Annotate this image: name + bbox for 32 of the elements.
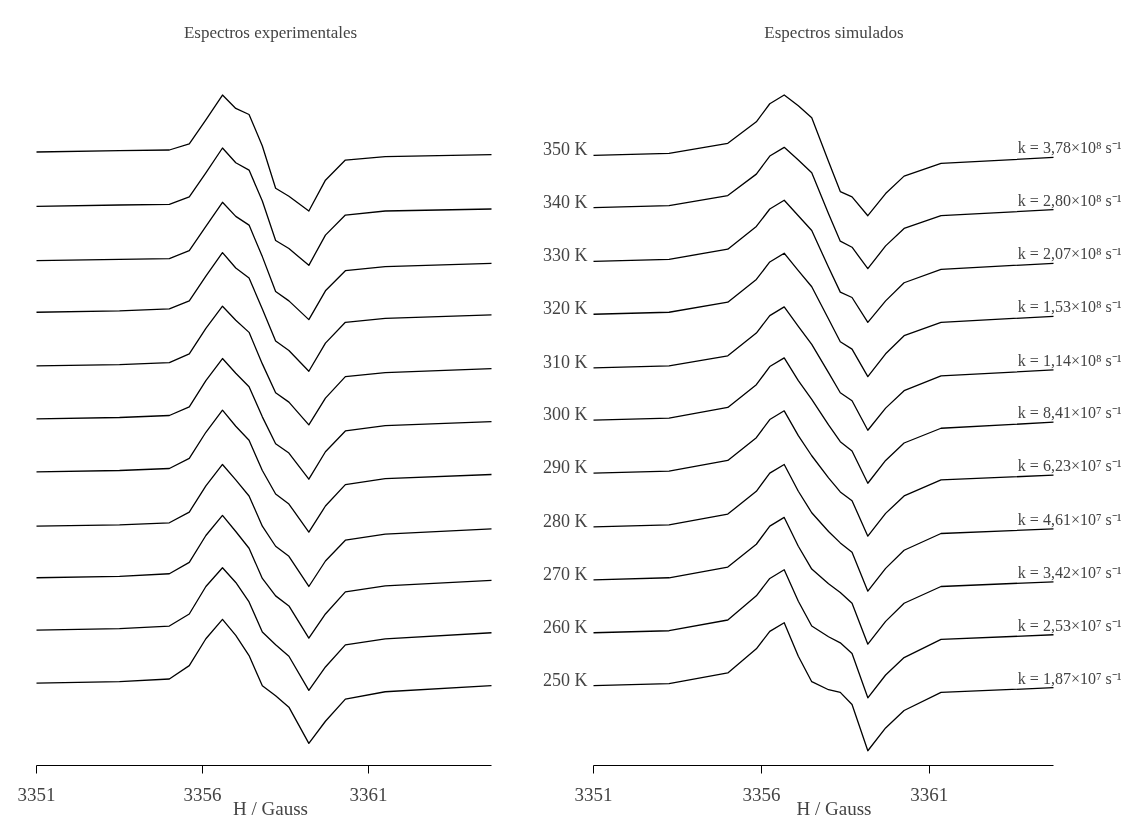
series-label: 320 K	[543, 298, 588, 319]
annotation: k = 1,87×10⁷ s⁻¹	[1017, 669, 1122, 687]
annotation: k = 1,14×10⁸ s⁻¹	[1017, 351, 1122, 369]
annotation: k = 1,53×10⁸ s⁻¹	[1017, 298, 1122, 316]
series-label: 290 K	[543, 457, 588, 478]
annotation: k = 2,53×10⁷ s⁻¹	[1017, 616, 1122, 634]
series-label: 260 K	[543, 616, 588, 637]
annotation: k = 4,61×10⁷ s⁻¹	[1017, 510, 1122, 528]
series-label: 300 K	[543, 404, 588, 425]
annotation: k = 8,41×10⁷ s⁻¹	[1017, 404, 1122, 422]
series-label: 250 K	[543, 669, 588, 690]
series-label: 350 K	[543, 139, 588, 160]
x-tick-label: 3356	[742, 783, 781, 805]
chart-title: Espectros simulados	[764, 22, 904, 42]
annotation: k = 2,07×10⁸ s⁻¹	[1017, 245, 1122, 263]
x-tick-label: 3351	[574, 783, 613, 805]
annotation: k = 6,23×10⁷ s⁻¹	[1017, 457, 1122, 475]
annotation: k = 2,80×10⁸ s⁻¹	[1017, 191, 1122, 209]
x-axis-title: H / Gauss	[233, 797, 308, 819]
chart-title: Espectros experimentales	[183, 22, 358, 42]
x-tick-label: 3351	[17, 783, 56, 805]
annotation: k = 3,78×10⁸ s⁻¹	[1017, 139, 1122, 157]
series-label: 330 K	[543, 245, 588, 266]
series-label: 340 K	[543, 191, 588, 212]
series-label: 280 K	[543, 510, 588, 531]
annotation: k = 3,42×10⁷ s⁻¹	[1017, 563, 1122, 581]
series-label: 270 K	[543, 563, 588, 584]
series-label: 310 K	[543, 351, 588, 372]
x-axis-title: H / Gauss	[796, 797, 872, 819]
x-tick-label: 3361	[910, 783, 949, 805]
x-tick-label: 3356	[183, 783, 222, 805]
x-tick-label: 3361	[349, 783, 388, 805]
